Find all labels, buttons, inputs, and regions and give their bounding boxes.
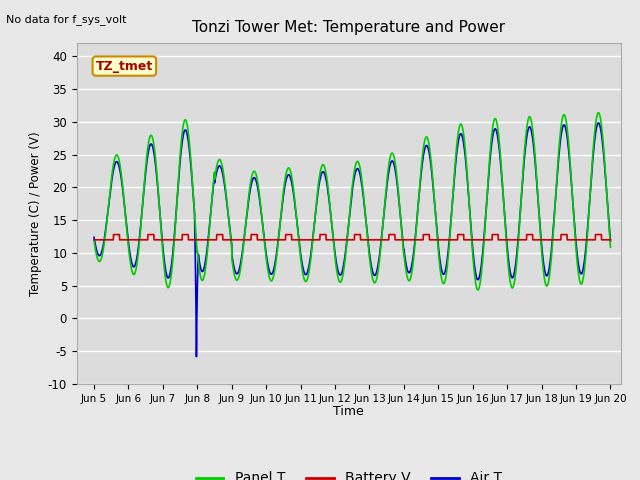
Line: Battery V: Battery V bbox=[94, 235, 611, 240]
Battery V bbox=[607, 237, 614, 243]
Panel T bbox=[595, 110, 602, 116]
Battery V bbox=[287, 232, 295, 238]
Panel T bbox=[607, 244, 614, 250]
Panel T bbox=[474, 287, 482, 293]
Air T bbox=[400, 248, 408, 254]
Air T bbox=[476, 274, 483, 279]
Battery V bbox=[515, 237, 523, 243]
Panel T bbox=[515, 233, 523, 239]
Battery V bbox=[426, 237, 434, 243]
Panel T bbox=[426, 147, 434, 153]
Battery V bbox=[90, 237, 98, 243]
Text: TZ_tmet: TZ_tmet bbox=[96, 60, 153, 72]
Battery V bbox=[400, 237, 408, 243]
Air T bbox=[426, 155, 434, 161]
Panel T bbox=[184, 126, 191, 132]
Panel T bbox=[90, 238, 98, 243]
Battery V bbox=[109, 232, 117, 238]
Air T bbox=[515, 229, 523, 235]
Air T bbox=[595, 120, 602, 126]
Line: Air T: Air T bbox=[94, 123, 611, 357]
Air T bbox=[287, 179, 295, 184]
Panel T bbox=[400, 252, 408, 258]
Legend: Panel T, Battery V, Air T: Panel T, Battery V, Air T bbox=[190, 466, 508, 480]
Panel T bbox=[287, 172, 295, 178]
Panel T bbox=[476, 284, 483, 289]
Text: No data for f_sys_volt: No data for f_sys_volt bbox=[6, 14, 127, 25]
Line: Panel T: Panel T bbox=[94, 113, 611, 290]
Air T bbox=[607, 239, 614, 244]
X-axis label: Time: Time bbox=[333, 405, 364, 418]
Title: Tonzi Tower Met: Temperature and Power: Tonzi Tower Met: Temperature and Power bbox=[192, 20, 506, 35]
Air T bbox=[193, 354, 200, 360]
Battery V bbox=[184, 232, 192, 238]
Battery V bbox=[476, 237, 483, 243]
Y-axis label: Temperature (C) / Power (V): Temperature (C) / Power (V) bbox=[29, 132, 42, 296]
Air T bbox=[184, 135, 191, 141]
Air T bbox=[90, 234, 98, 240]
